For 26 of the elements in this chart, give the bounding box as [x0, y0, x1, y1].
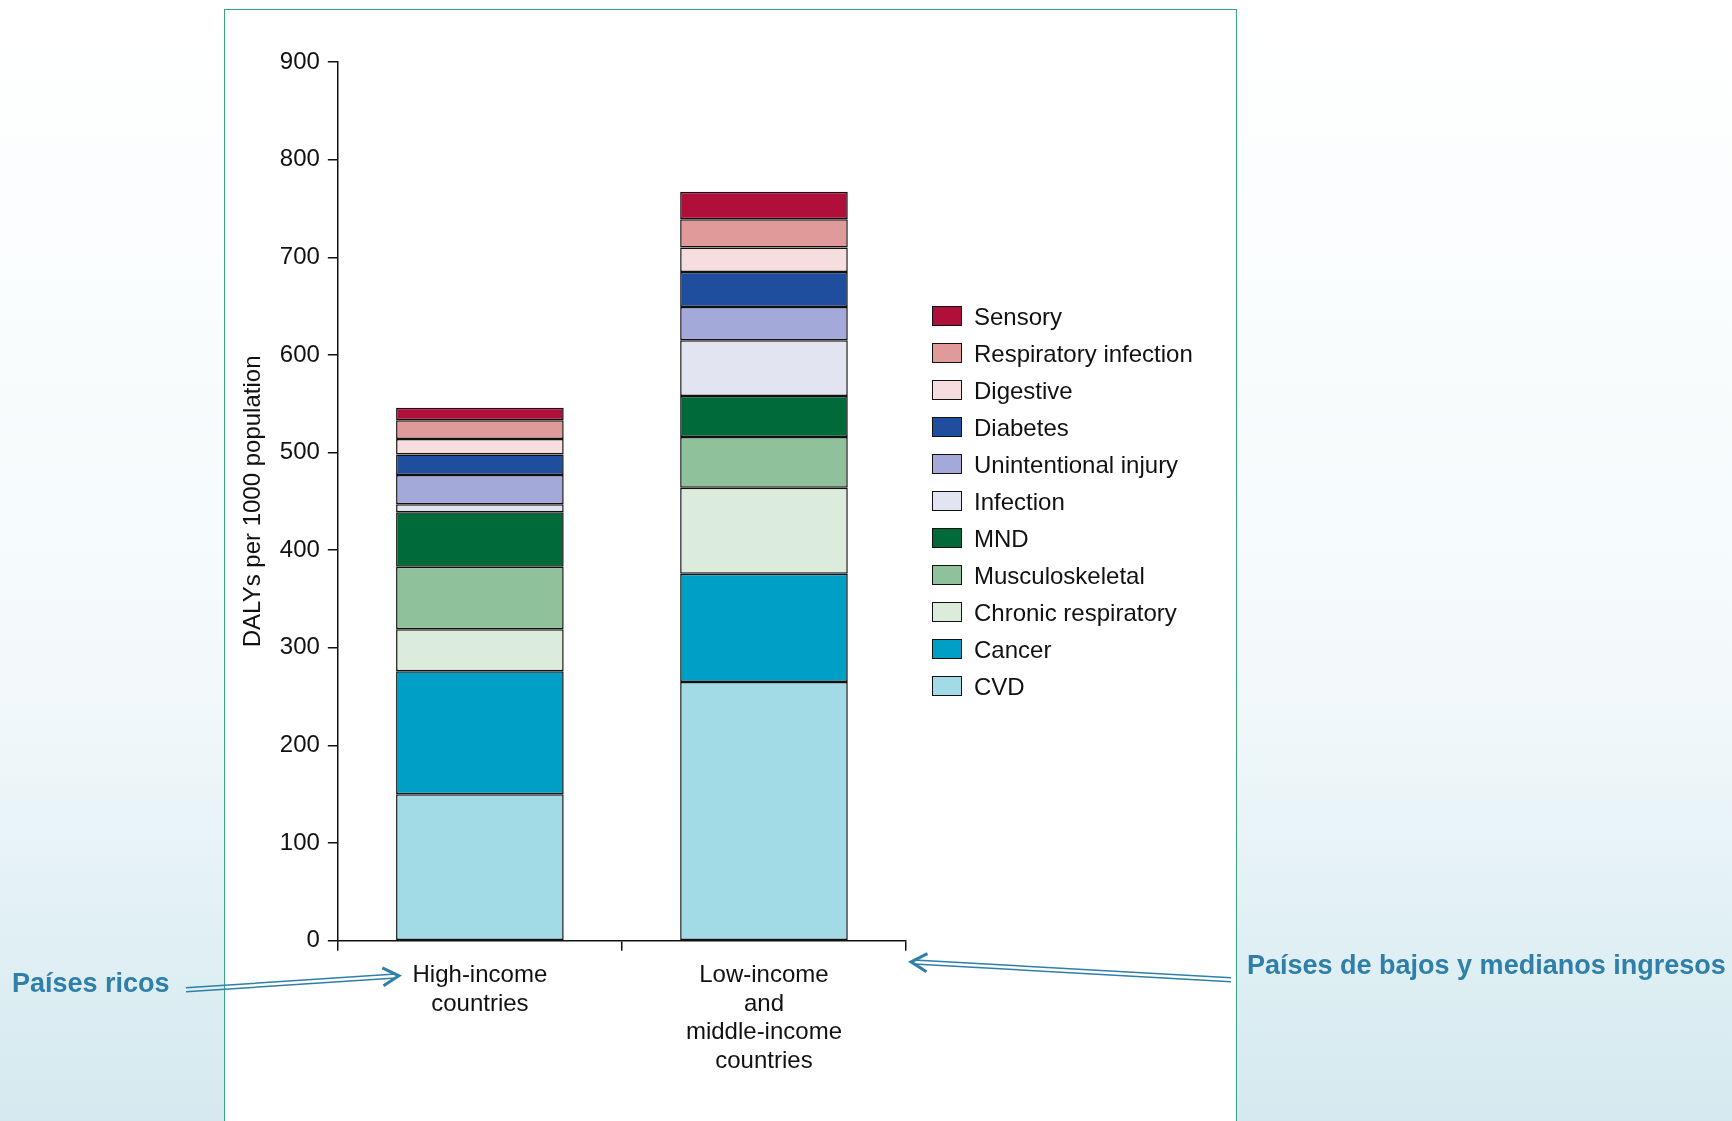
legend-label: Unintentional injury — [974, 449, 1179, 480]
legend-label: Diabetes — [974, 412, 1069, 443]
legend-label: Respiratory infection — [974, 338, 1193, 369]
legend-label: Cancer — [974, 634, 1052, 665]
y-tick-label: 400 — [279, 534, 320, 562]
text: Países ricos — [12, 967, 170, 999]
legend-label: Chronic respiratory — [974, 597, 1177, 628]
y-tick-label: 800 — [279, 144, 320, 172]
y-tick-label: 500 — [279, 437, 320, 465]
text: Países de bajos y medianos ingresos — [1247, 949, 1726, 981]
y-tick-label: 200 — [279, 730, 320, 758]
legend-label: Musculoskeletal — [974, 560, 1145, 591]
legend-label: Digestive — [974, 375, 1073, 406]
legend-label: Sensory — [974, 301, 1063, 332]
y-tick-label: 700 — [279, 241, 320, 269]
legend-label: MND — [974, 523, 1029, 554]
y-tick-label: 300 — [279, 632, 320, 660]
x-tick-label: High-income countries — [412, 959, 548, 1016]
legend-label: CVD — [974, 671, 1025, 702]
y-axis-title: DALYs per 1000 population — [238, 355, 266, 648]
y-tick-label: 600 — [279, 339, 320, 367]
y-tick-label: 0 — [306, 925, 320, 953]
x-tick-label: Low-income and middle-income countries — [685, 959, 842, 1074]
legend-label: Infection — [974, 486, 1065, 517]
y-tick-label: 900 — [279, 46, 320, 74]
y-tick-label: 100 — [279, 827, 320, 855]
